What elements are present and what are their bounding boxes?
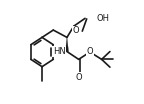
Text: O: O	[73, 26, 79, 35]
Text: HN: HN	[53, 47, 66, 56]
Text: O: O	[75, 73, 82, 82]
Text: OH: OH	[96, 14, 109, 23]
Polygon shape	[65, 37, 69, 52]
Text: O: O	[87, 47, 93, 56]
